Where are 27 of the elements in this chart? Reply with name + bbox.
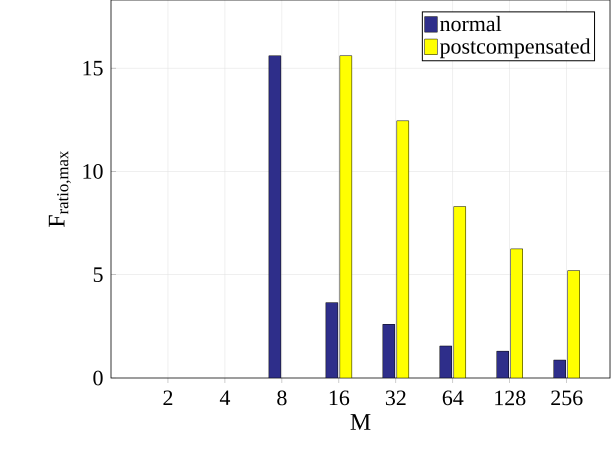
bar: [340, 56, 352, 378]
x-tick-label: 16: [330, 390, 350, 406]
legend-label: postcompensated: [440, 38, 590, 58]
bar: [496, 350, 510, 378]
bar: [326, 302, 338, 378]
bar: [440, 346, 452, 378]
bar: [396, 120, 410, 378]
y-tick-label: 0: [93, 370, 103, 386]
x-axis-title: M: [350, 414, 370, 430]
x-tick-label: 8: [277, 390, 287, 406]
bar: [553, 360, 566, 378]
x-tick-label: 32: [386, 390, 406, 406]
bar: [382, 324, 396, 378]
legend-label: normal: [440, 16, 502, 32]
x-tick-label: 2: [163, 390, 172, 406]
bar: [454, 206, 466, 378]
y-tick-label: 10: [84, 164, 103, 179]
x-tick-label: 256: [551, 390, 583, 406]
bar: [567, 270, 580, 378]
bar: [510, 248, 524, 378]
y-tick-label: 15: [84, 60, 103, 76]
x-tick-label: 64: [442, 390, 464, 406]
bar: [268, 56, 282, 378]
x-tick-label: 128: [495, 390, 526, 406]
y-tick-label: 5: [94, 267, 103, 282]
y-axis-title: F$_{ratio,max}$: [48, 150, 71, 228]
x-tick-label: 4: [220, 390, 230, 405]
